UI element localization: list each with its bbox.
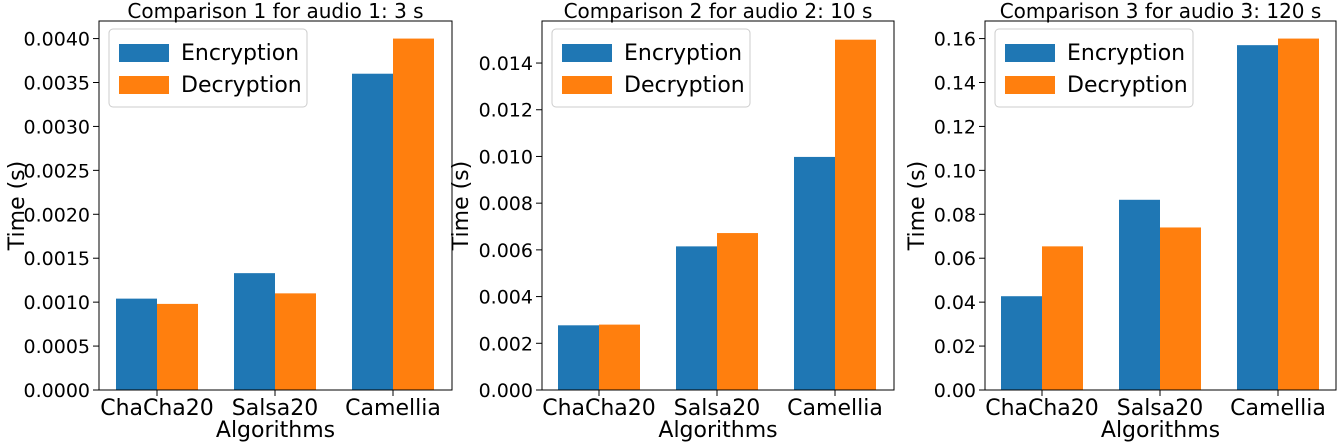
bar-decryption-salsa20	[1160, 227, 1201, 390]
bar-decryption-chacha20	[157, 303, 198, 390]
x-tick-label: Salsa20	[232, 396, 319, 421]
y-axis-label: Time (s)	[449, 161, 474, 251]
y-tick-label: 0.0015	[24, 248, 90, 270]
bar-encryption-chacha20	[1001, 296, 1042, 390]
bar-encryption-salsa20	[234, 273, 275, 390]
chart-panel-2: 0.000 0.002 0.004 0.006 0.008 0.010 0.012 0.014…	[449, 0, 895, 443]
bar-encryption-camellia	[352, 73, 393, 390]
legend: Encryption Decryption	[108, 28, 308, 108]
chart-title: Comparison 3 for audio 3: 120 s	[1000, 0, 1322, 23]
y-tick-label: 0.10	[934, 160, 976, 182]
legend-label-encryption: Encryption	[181, 41, 299, 66]
y-tick-label: 0.0020	[24, 204, 90, 226]
y-tick-label: 0.04	[934, 292, 976, 314]
y-tick-label: 0.08	[934, 204, 976, 226]
y-tick-label: 0.12	[934, 116, 976, 138]
y-tick-label: 0.0000	[24, 380, 90, 402]
bar-encryption-chacha20	[558, 325, 599, 390]
y-tick-label: 0.006	[479, 240, 533, 262]
legend-swatch-decryption	[562, 76, 612, 94]
legend-label-encryption: Encryption	[1067, 41, 1185, 66]
y-tick-label: 0.0030	[24, 116, 90, 138]
y-tick-label: 0.002	[479, 333, 533, 355]
legend-swatch-encryption	[562, 44, 612, 62]
x-axis-label: Algorithms	[1101, 418, 1220, 443]
y-tick-label: 0.06	[934, 248, 976, 270]
y-tick-label: 0.0010	[24, 292, 90, 314]
chart-title: Comparison 2 for audio 2: 10 s	[564, 0, 873, 23]
bar-decryption-chacha20	[1042, 246, 1083, 390]
y-tick-label: 0.012	[479, 100, 533, 122]
bar-decryption-camellia	[393, 38, 434, 390]
y-tick-label: 0.014	[479, 53, 533, 75]
x-tick-label: Camellia	[787, 396, 883, 421]
y-axis-label: Time (s)	[5, 161, 30, 251]
y-tick-label: 0.000	[479, 380, 533, 402]
y-tick-label: 0.14	[934, 73, 976, 95]
legend-swatch-encryption	[119, 44, 169, 62]
y-tick-label: 0.0040	[24, 29, 90, 51]
y-tick-label: 0.02	[934, 336, 976, 358]
bar-decryption-camellia	[835, 39, 876, 391]
y-tick-label: 0.0025	[24, 160, 90, 182]
legend-swatch-encryption	[1005, 44, 1055, 62]
x-tick-label: Salsa20	[1117, 396, 1204, 421]
y-tick-label: 0.004	[479, 287, 533, 309]
y-tick-label: 0.0035	[24, 73, 90, 95]
y-tick-label: 0.010	[479, 146, 533, 168]
legend-label-decryption: Decryption	[181, 73, 302, 98]
bar-encryption-camellia	[1237, 45, 1278, 391]
y-tick-label: 0.16	[934, 29, 976, 51]
legend-swatch-decryption	[119, 76, 169, 94]
bar-encryption-salsa20	[1119, 199, 1160, 390]
chart-title: Comparison 1 for audio 1: 3 s	[127, 0, 423, 23]
legend-label-decryption: Decryption	[1067, 73, 1188, 98]
plot-frame	[541, 20, 895, 391]
bar-decryption-chacha20	[599, 324, 640, 390]
x-tick-label: ChaCha20	[100, 396, 214, 421]
y-tick-label: 0.00	[934, 380, 976, 402]
bar-encryption-camellia	[794, 156, 835, 390]
x-tick-label: Salsa20	[674, 396, 761, 421]
legend-label-encryption: Encryption	[624, 41, 742, 66]
chart-panel-3: 0.00 0.02 0.04 0.06 0.08 0.10 0.12 0.14 0.16 ChaC…	[905, 0, 1337, 443]
x-tick-label: ChaCha20	[985, 396, 1099, 421]
x-tick-label: Camellia	[345, 396, 441, 421]
bar-decryption-salsa20	[275, 293, 316, 390]
legend: Encryption Decryption	[551, 28, 751, 108]
bar-decryption-salsa20	[717, 233, 758, 390]
legend-swatch-decryption	[1005, 76, 1055, 94]
x-tick-label: ChaCha20	[542, 396, 656, 421]
y-axis-label: Time (s)	[905, 161, 930, 251]
y-tick-label: 0.008	[479, 193, 533, 215]
x-axis-label: Algorithms	[216, 418, 335, 443]
bar-decryption-camellia	[1278, 38, 1319, 390]
x-tick-label: Camellia	[1230, 396, 1326, 421]
chart-panel-1: 0.0000 0.0005 0.0010 0.0015 0.0020 0.0025 0.00…	[5, 0, 453, 443]
bar-encryption-chacha20	[116, 298, 157, 390]
legend-label-decryption: Decryption	[624, 73, 745, 98]
y-tick-label: 0.0005	[24, 336, 90, 358]
bar-encryption-salsa20	[676, 246, 717, 390]
legend: Encryption Decryption	[994, 28, 1194, 108]
x-axis-label: Algorithms	[658, 418, 777, 443]
